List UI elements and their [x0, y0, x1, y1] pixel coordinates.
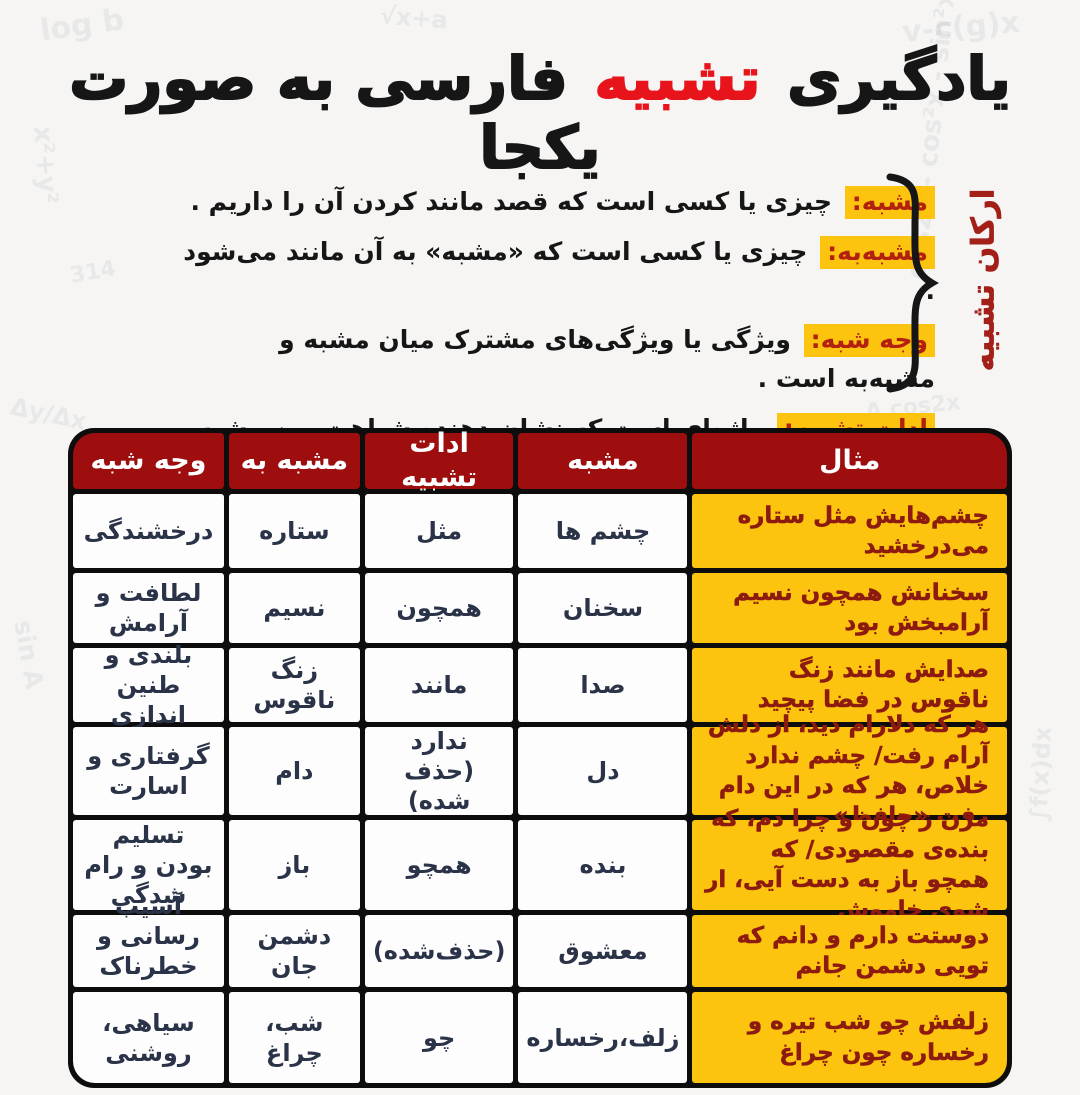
table-cell: تسلیم بودن و رام شدگی	[73, 820, 224, 910]
table-cell: بلندی و طنین اندازی	[73, 641, 224, 729]
table-cell: ندارد (حذف شده)	[364, 727, 514, 815]
table-cell: درخشندگی	[73, 494, 224, 568]
table-cell: همچون	[364, 573, 514, 643]
definition-moshabbah-bih: مشبه‌به: چیزی یا کسی است که «مشبه» به آن…	[180, 233, 935, 311]
math-doodle: log b	[37, 2, 127, 49]
math-doodle: Δy/Δx	[7, 392, 90, 436]
definition-text: ویژگی یا ویژگی‌های مشترک میان مشبه و مشب…	[279, 325, 935, 393]
table-cell: دل	[518, 727, 688, 815]
column-header-moshabbah-bih: مشبه به	[228, 433, 360, 489]
curly-brace-icon	[886, 173, 939, 393]
table-cell: بنده	[518, 820, 688, 910]
table-cell-example: صدایش مانند زنگ ناقوس در فضا پیچید	[692, 648, 1007, 722]
title-highlight-tashbih: تشبیه	[593, 43, 762, 114]
table-cell: (حذف‌شده)	[364, 915, 514, 987]
table-cell-example: سخنانش همچون نسیم آرامبخش بود	[692, 573, 1007, 643]
page-title: یادگیری تشبیه فارسی به صورت یکجا	[0, 43, 1080, 183]
table-cell: آسیب رسانی و خطرناک بودن	[73, 892, 224, 1010]
table-cell: باز	[228, 820, 360, 910]
simile-components-table: مثال مشبه ادات تشبیه مشبه به وجه شبه چشم…	[68, 428, 1012, 1088]
table-cell: لطافت و آرامش	[73, 573, 224, 643]
column-header-adat: ادات تشبیه	[364, 428, 514, 493]
table-cell: چو	[364, 992, 514, 1083]
table-cell: همچو	[364, 820, 514, 910]
arkan-tashbih-text: ارکان تشبیه	[965, 188, 1002, 372]
math-doodle: √x+a	[379, 1, 449, 35]
table-cell-example: دوستت دارم و دانم که تویی دشمن جانم	[692, 915, 1007, 987]
title-part-2: فارسی به صورت یکجا	[68, 43, 602, 183]
table-cell: چشم ها	[518, 494, 688, 568]
math-doodle: 314	[68, 256, 118, 289]
definition-text: چیزی یا کسی است که قصد مانند کردن آن را …	[190, 187, 832, 216]
definition-text: چیزی یا کسی است که «مشبه» به آن مانند می…	[183, 236, 935, 305]
table-cell: مثل	[364, 494, 514, 568]
table-cell: سیاهی، روشنی	[73, 992, 224, 1083]
math-doodle: ∫f(x)dx	[1023, 725, 1057, 823]
definition-vajh-shabah: وجه شبه: ویژگی یا ویژگی‌های مشترک میان م…	[180, 321, 935, 399]
arkan-tashbih-vertical-label: ارکان تشبیه	[946, 168, 1020, 392]
table-cell: ستاره	[228, 494, 360, 568]
table-cell: دشمن جان	[228, 915, 360, 987]
table-cell-example: زلفش چو شب تیره و رخساره چون چراغ	[692, 992, 1007, 1083]
title-part-1: یادگیری	[786, 43, 1013, 114]
column-header-moshabbah: مشبه	[518, 433, 688, 489]
table-cell: نسیم	[228, 573, 360, 643]
table-cell-example: مزن ز چون و چرا دم، که بنده‌ی مقصودی/ که…	[692, 806, 1007, 924]
definition-moshabbah: مشبه: چیزی یا کسی است که قصد مانند کردن …	[180, 183, 935, 222]
table-cell: زلف،رخساره	[518, 992, 688, 1083]
table-cell: شب، چراغ	[228, 992, 360, 1083]
column-header-mesal: مثال	[692, 433, 1007, 489]
table-cell: مانند	[364, 648, 514, 722]
table-cell: صدا	[518, 648, 688, 722]
table-cell: زنگ ناقوس	[228, 648, 360, 722]
table-cell: دام	[228, 727, 360, 815]
math-doodle: sin A	[8, 617, 49, 692]
table-cell-example: هر که دلارام دید، از دلش آرام رفت/ چشم ن…	[692, 712, 1007, 830]
table-cell: گرفتاری و اسارت	[73, 727, 224, 815]
table-cell: سخنان	[518, 573, 688, 643]
table-cell: معشوق	[518, 915, 688, 987]
table-cell-example: چشم‌هایش مثل ستاره می‌درخشید	[692, 494, 1007, 568]
column-header-vajh-shabah: وجه شبه	[73, 433, 224, 489]
